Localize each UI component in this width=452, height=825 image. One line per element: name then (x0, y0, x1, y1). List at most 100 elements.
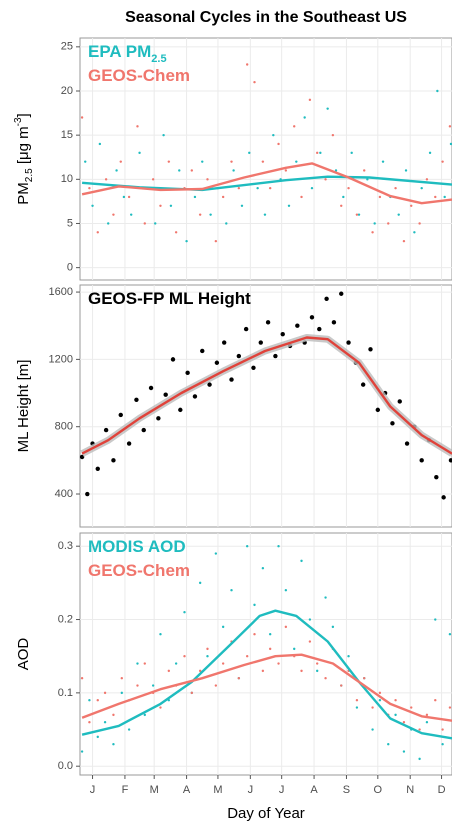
y-axis-label-part: 2.5 (24, 168, 35, 182)
data-point (402, 721, 406, 724)
data-point (316, 669, 319, 673)
data-point (178, 169, 181, 172)
data-point (371, 706, 374, 709)
data-point (104, 178, 108, 181)
panel-background (79, 532, 452, 776)
x-tick-label: J (279, 784, 285, 796)
y-axis-label: AOD (15, 638, 32, 671)
legend-name: GEOS-FP ML Height (88, 289, 251, 308)
data-point (96, 735, 99, 739)
data-point (190, 691, 194, 695)
data-point (169, 204, 173, 208)
y-tick-label: 400 (55, 488, 73, 500)
data-point (207, 382, 212, 387)
x-tick-label: M (150, 784, 159, 796)
y-tick-label: 20 (61, 85, 73, 97)
data-point (425, 178, 429, 181)
data-point (434, 699, 437, 702)
y-tick-label: 800 (55, 421, 73, 433)
legend-name: EPA PM (88, 42, 151, 61)
y-tick-label: 0.3 (58, 540, 73, 552)
data-point (268, 186, 272, 190)
data-point (120, 677, 123, 680)
legend-label: MODIS AOD (88, 537, 186, 556)
data-point (308, 640, 312, 643)
data-point (441, 160, 444, 163)
data-point (236, 353, 242, 359)
data-point (284, 169, 288, 172)
data-point (103, 691, 107, 695)
data-point (221, 662, 225, 665)
data-point (80, 750, 84, 753)
data-point (198, 213, 202, 216)
data-point (214, 360, 220, 365)
data-point (119, 160, 122, 163)
data-point (272, 133, 275, 137)
y-tick-label: 0.1 (58, 687, 73, 699)
data-point (402, 239, 406, 243)
y-axis-label-part: -3 (13, 117, 24, 126)
data-point (115, 169, 118, 172)
data-point (232, 169, 235, 172)
data-point (174, 231, 178, 234)
data-point (148, 385, 154, 391)
data-point (295, 323, 300, 328)
data-point (418, 222, 421, 225)
smooth-line (81, 653, 452, 722)
data-point (287, 204, 291, 208)
data-point (350, 151, 353, 155)
legend-subscript: 2.5 (151, 53, 166, 65)
data-point (136, 684, 139, 687)
data-point (375, 407, 381, 413)
data-point (397, 399, 402, 404)
data-point (339, 291, 344, 296)
data-point (251, 365, 256, 370)
data-point (206, 655, 209, 658)
data-point (390, 421, 395, 426)
data-point (253, 603, 256, 607)
data-point (434, 195, 437, 199)
data-point (363, 677, 366, 680)
data-point (95, 466, 100, 471)
data-point (363, 169, 366, 172)
data-point (141, 427, 146, 433)
data-point (368, 347, 373, 352)
data-point (192, 394, 198, 399)
data-point (185, 370, 190, 376)
data-point (167, 669, 171, 673)
data-point (378, 195, 382, 199)
data-point (425, 713, 429, 717)
data-point (134, 397, 139, 402)
y-tick-label: 5 (67, 217, 73, 229)
data-point (387, 222, 390, 225)
data-point (127, 728, 131, 731)
x-tick-label: M (213, 784, 222, 796)
data-point (308, 618, 312, 621)
data-point (112, 743, 115, 746)
data-point (273, 353, 278, 359)
x-tick-label: J (248, 784, 254, 796)
data-point (404, 441, 410, 446)
data-point (256, 186, 259, 190)
data-point (394, 186, 397, 190)
data-point (170, 357, 176, 362)
x-tick-label: O (374, 784, 383, 796)
data-point (151, 178, 155, 181)
y-tick-label: 0.2 (58, 613, 73, 625)
smooth-line (81, 162, 452, 205)
data-point (261, 669, 265, 673)
data-point (185, 239, 188, 243)
data-point (154, 222, 157, 225)
data-point (371, 728, 374, 731)
data-point (340, 684, 343, 687)
data-point (284, 625, 288, 629)
data-point (214, 552, 218, 555)
data-point (143, 662, 146, 665)
data-point (221, 625, 225, 629)
data-point (420, 186, 423, 190)
data-point (284, 589, 288, 592)
data-point (162, 133, 165, 137)
data-point (80, 116, 84, 119)
data-point (342, 195, 345, 199)
